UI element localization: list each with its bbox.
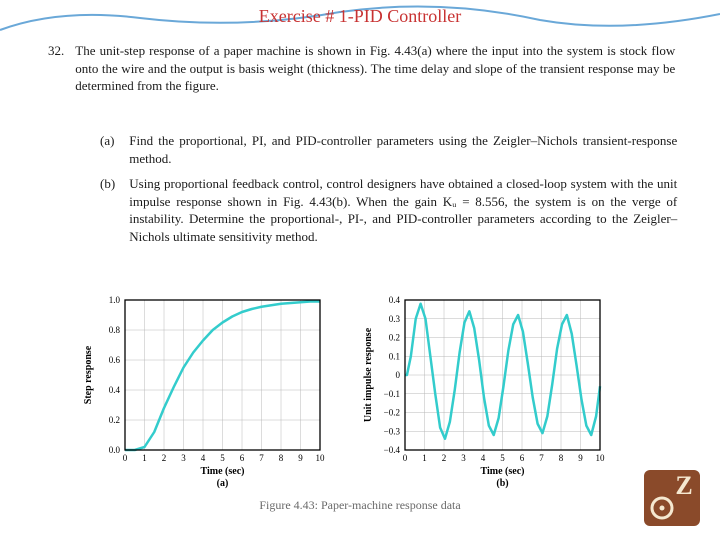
svg-text:Unit impulse response: Unit impulse response: [363, 327, 374, 422]
subpart-a-text: Find the proportional, PI, and PID-contr…: [129, 132, 677, 167]
svg-text:0: 0: [396, 370, 401, 380]
svg-text:−0.3: −0.3: [384, 426, 401, 436]
page-title: Exercise # 1-PID Controller: [0, 6, 720, 27]
svg-text:9: 9: [298, 453, 303, 463]
svg-text:Time (sec): Time (sec): [201, 466, 245, 477]
svg-text:6: 6: [240, 453, 245, 463]
svg-text:7: 7: [539, 453, 544, 463]
svg-text:(b): (b): [496, 478, 508, 489]
title-banner: Exercise # 1-PID Controller: [0, 0, 720, 34]
svg-text:6: 6: [520, 453, 525, 463]
svg-text:4: 4: [201, 453, 206, 463]
svg-text:8: 8: [559, 453, 564, 463]
svg-text:10: 10: [596, 453, 606, 463]
svg-text:Step response: Step response: [83, 345, 94, 404]
svg-text:7: 7: [259, 453, 264, 463]
subparts: (a) Find the proportional, PI, and PID-c…: [100, 132, 680, 253]
svg-text:−0.1: −0.1: [384, 389, 400, 399]
charts-svg: 0123456789100.00.20.40.60.81.0Time (sec)…: [70, 290, 630, 500]
svg-text:0.6: 0.6: [109, 355, 121, 365]
svg-text:1.0: 1.0: [109, 295, 121, 305]
svg-text:0.0: 0.0: [109, 445, 121, 455]
svg-text:0.3: 0.3: [389, 314, 401, 324]
svg-text:1: 1: [422, 453, 427, 463]
logo-svg: Z: [644, 470, 700, 526]
svg-text:2: 2: [442, 453, 447, 463]
svg-text:2: 2: [162, 453, 167, 463]
figure-area: 0123456789100.00.20.40.60.81.0Time (sec)…: [70, 290, 630, 505]
subpart-a: (a) Find the proportional, PI, and PID-c…: [100, 132, 680, 167]
svg-text:4: 4: [481, 453, 486, 463]
svg-text:0.4: 0.4: [109, 385, 121, 395]
svg-text:0: 0: [403, 453, 408, 463]
svg-text:−0.4: −0.4: [384, 445, 401, 455]
svg-text:8: 8: [279, 453, 284, 463]
figure-caption: Figure 4.43: Paper-machine response data: [0, 498, 720, 513]
svg-text:0.2: 0.2: [389, 333, 400, 343]
svg-text:9: 9: [578, 453, 583, 463]
subpart-b: (b) Using proportional feedback control,…: [100, 175, 680, 245]
subpart-b-label: (b): [100, 175, 126, 193]
problem-text: The unit-step response of a paper machin…: [75, 42, 675, 95]
institution-logo: Z: [644, 470, 700, 526]
svg-text:0.2: 0.2: [109, 415, 120, 425]
svg-text:0.8: 0.8: [109, 325, 121, 335]
svg-text:1: 1: [142, 453, 147, 463]
svg-text:0.4: 0.4: [389, 295, 401, 305]
problem-statement: 32. The unit-step response of a paper ma…: [48, 42, 678, 95]
svg-text:3: 3: [181, 453, 186, 463]
svg-text:5: 5: [220, 453, 225, 463]
svg-text:(a): (a): [217, 478, 229, 489]
svg-text:0.1: 0.1: [389, 351, 400, 361]
svg-text:5: 5: [500, 453, 505, 463]
svg-text:Time (sec): Time (sec): [481, 466, 525, 477]
svg-text:Z: Z: [675, 471, 692, 500]
problem-number: 32.: [48, 42, 72, 60]
svg-text:−0.2: −0.2: [384, 408, 400, 418]
svg-text:0: 0: [123, 453, 128, 463]
subpart-a-label: (a): [100, 132, 126, 150]
subpart-b-text: Using proportional feedback control, con…: [129, 175, 677, 245]
svg-text:3: 3: [461, 453, 466, 463]
svg-text:10: 10: [316, 453, 326, 463]
